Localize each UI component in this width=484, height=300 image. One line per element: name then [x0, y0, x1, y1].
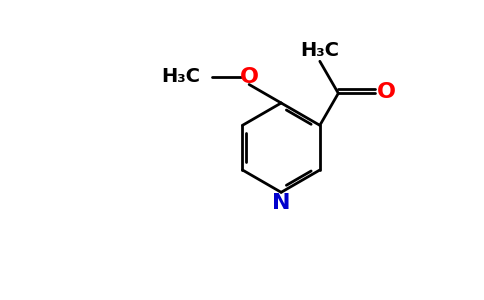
Text: N: N — [272, 193, 290, 213]
Text: H₃C: H₃C — [301, 41, 339, 60]
Text: O: O — [240, 67, 258, 87]
Text: O: O — [377, 82, 395, 102]
Text: H₃C: H₃C — [162, 67, 201, 86]
